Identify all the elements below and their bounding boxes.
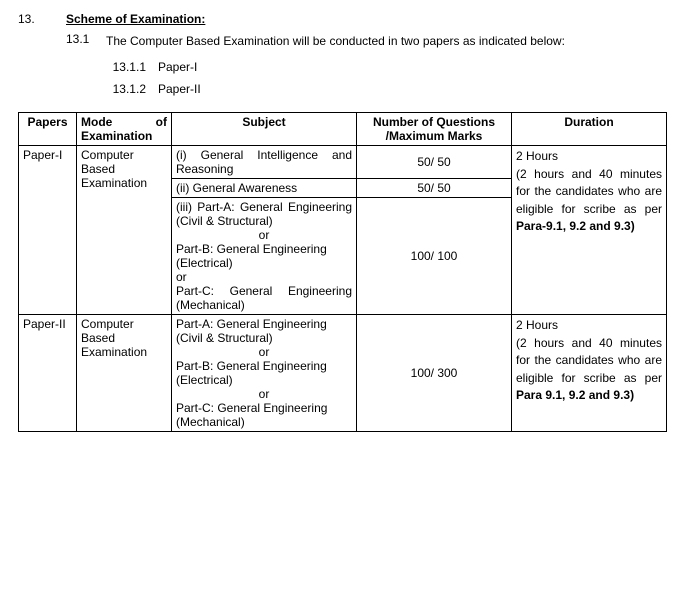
section-title: Scheme of Examination: (66, 12, 205, 26)
col-header-marks: Number of Questions /Maximum Marks (357, 113, 512, 146)
table-row: Paper-I Computer Based Examination (i) G… (19, 146, 667, 179)
duration-para-ref: Para-9.1, 9.2 and 9.3) (516, 219, 635, 233)
col-header-subject: Subject (172, 113, 357, 146)
subject-part-a: Part-A: General Engineering (Civil & Str… (176, 317, 352, 345)
table-row: Paper-II Computer Based Examination Part… (19, 315, 667, 432)
cell-subject: (ii) General Awareness (172, 179, 357, 198)
subject-or: or (176, 387, 352, 401)
section-heading: 13. Scheme of Examination: (18, 12, 667, 26)
intro-row: 13.1 The Computer Based Examination will… (18, 32, 667, 51)
cell-paper-name: Paper-I (19, 146, 77, 315)
sub-list: 13.1.1 Paper-I 13.1.2 Paper-II (18, 57, 667, 100)
col-header-mode: Mode of Examination (77, 113, 172, 146)
subject-or: or (176, 270, 352, 284)
intro-number: 13.1 (66, 32, 106, 51)
duration-plain: 2 Hours (516, 149, 558, 163)
subject-part-b: Part-B: General Engineering (Electrical) (176, 242, 352, 270)
table-header-row: Papers Mode of Examination Subject Numbe… (19, 113, 667, 146)
cell-subject: (i) General Intelligence and Reasoning (172, 146, 357, 179)
duration-plain: 2 Hours (516, 318, 558, 332)
cell-mode: Computer Based Examination (77, 146, 172, 315)
subject-part-a: (iii) Part-A: General Engineering (Civil… (176, 200, 352, 228)
cell-mode: Computer Based Examination (77, 315, 172, 432)
subject-or: or (176, 228, 352, 242)
exam-scheme-table: Papers Mode of Examination Subject Numbe… (18, 112, 667, 432)
section-number: 13. (18, 12, 66, 26)
list-item-label: Paper-II (158, 79, 201, 101)
cell-paper-name: Paper-II (19, 315, 77, 432)
cell-marks: 50/ 50 (357, 146, 512, 179)
list-item-number: 13.1.1 (18, 57, 158, 79)
cell-marks: 50/ 50 (357, 179, 512, 198)
subject-or: or (176, 345, 352, 359)
list-item: 13.1.1 Paper-I (18, 57, 667, 79)
intro-text: The Computer Based Examination will be c… (106, 32, 667, 51)
cell-duration: 2 Hours (2 hours and 40 minutes for the … (512, 146, 667, 315)
list-item: 13.1.2 Paper-II (18, 79, 667, 101)
cell-subject: Part-A: General Engineering (Civil & Str… (172, 315, 357, 432)
subject-part-b: Part-B: General Engineering (Electrical) (176, 359, 352, 387)
duration-para-ref: Para 9.1, 9.2 and 9.3) (516, 388, 634, 402)
duration-detail: (2 hours and 40 minutes for the candidat… (516, 167, 662, 216)
duration-detail: (2 hours and 40 minutes for the candidat… (516, 336, 662, 385)
cell-duration: 2 Hours (2 hours and 40 minutes for the … (512, 315, 667, 432)
cell-marks: 100/ 100 (357, 198, 512, 315)
cell-marks: 100/ 300 (357, 315, 512, 432)
subject-part-c: Part-C: General Engineering (Mechanical) (176, 284, 352, 312)
subject-part-c: Part-C: General Engineering (Mechanical) (176, 401, 352, 429)
list-item-label: Paper-I (158, 57, 197, 79)
col-header-duration: Duration (512, 113, 667, 146)
list-item-number: 13.1.2 (18, 79, 158, 101)
cell-subject: (iii) Part-A: General Engineering (Civil… (172, 198, 357, 315)
col-header-papers: Papers (19, 113, 77, 146)
